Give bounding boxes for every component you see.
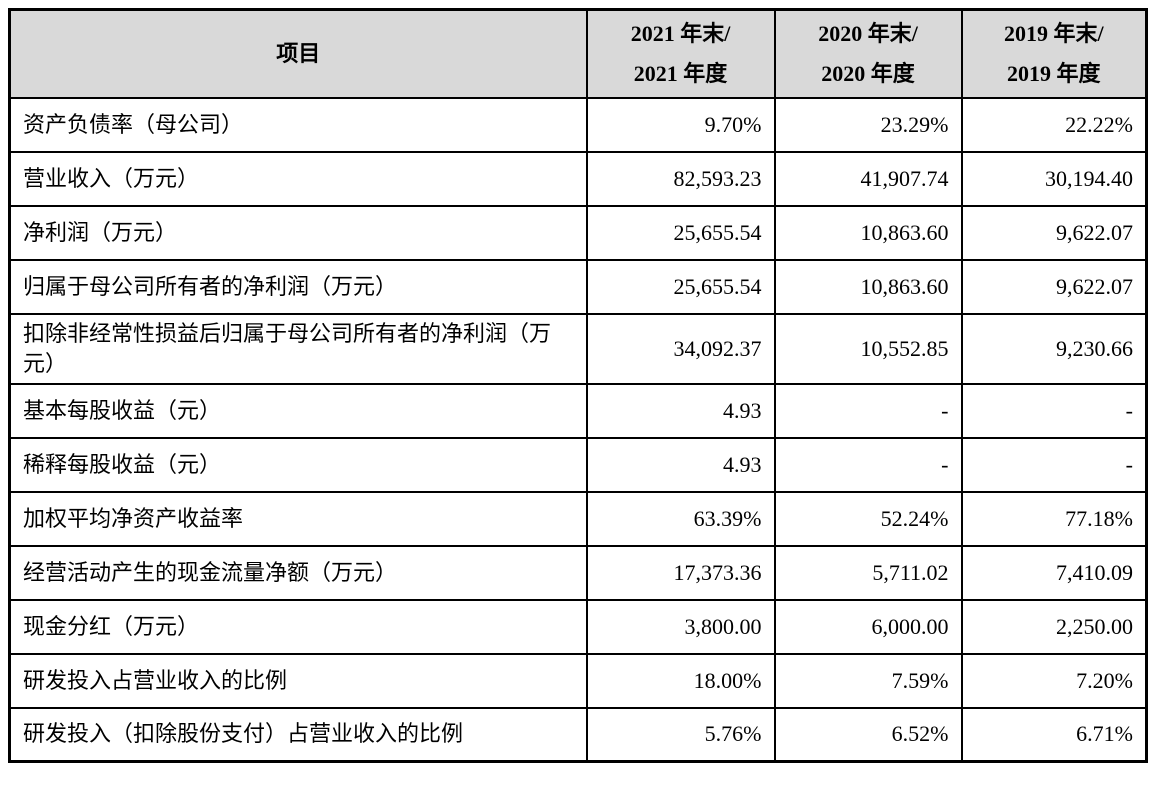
financial-summary-table: 项目 2021 年末/ 2021 年度 2020 年末/ 2020 年度 201… — [8, 8, 1148, 763]
row-value: 9,622.07 — [960, 204, 1148, 261]
header-row: 项目 2021 年末/ 2021 年度 2020 年末/ 2020 年度 201… — [8, 8, 1148, 99]
row-value: 7.20% — [960, 652, 1148, 709]
row-value: 17,373.36 — [585, 544, 776, 601]
row-label: 稀释每股收益（元） — [8, 436, 588, 493]
table-row: 基本每股收益（元） 4.93- - — [8, 382, 1148, 439]
row-value: 7,410.09 — [960, 544, 1148, 601]
row-label: 净利润（万元） — [8, 204, 588, 261]
table-row: 研发投入占营业收入的比例 18.00% 7.59% 7.20% — [8, 652, 1148, 709]
row-value: - — [960, 382, 1148, 439]
row-value: 25,655.54 — [585, 258, 776, 315]
row-label: 加权平均净资产收益率 — [8, 490, 588, 547]
row-value: - — [773, 382, 963, 439]
row-value: 10,863.60 — [773, 258, 963, 315]
period-line2: 2019 年度 — [1006, 60, 1101, 86]
row-value: 4.93 — [585, 436, 776, 493]
row-value: 3,800.00 — [585, 598, 776, 655]
row-value: 30,194.40 — [960, 150, 1148, 207]
row-label: 资产负债率（母公司） — [8, 96, 588, 153]
row-label: 归属于母公司所有者的净利润（万元） — [8, 258, 588, 315]
row-value: 10,552.85 — [773, 312, 963, 385]
row-value: 6.71% — [960, 706, 1148, 763]
row-value: 77.18% — [960, 490, 1148, 547]
row-label: 扣除非经常性损益后归属于母公司所有者的净利润（万元） — [8, 312, 588, 385]
row-value: 9,622.07 — [960, 258, 1148, 315]
period-line2: 2021 年度 — [633, 60, 728, 86]
col-header-2021: 2021 年末/ 2021 年度 — [585, 8, 776, 99]
table-row: 经营活动产生的现金流量净额（万元） 17,373.36 5,711.02 7,410.… — [8, 544, 1148, 601]
row-label: 研发投入（扣除股份支付）占营业收入的比例 — [8, 706, 588, 763]
row-value: 6,000.00 — [773, 598, 963, 655]
row-value: 34,092.37 — [585, 312, 776, 385]
row-value: 4.93 — [585, 382, 776, 439]
row-value: 9,230.66 — [960, 312, 1148, 385]
row-value: 5.76% — [585, 706, 776, 763]
row-value: 82,593.23 — [585, 150, 776, 207]
row-value: 2,250.00 — [960, 598, 1148, 655]
row-label: 营业收入（万元） — [8, 150, 588, 207]
row-value: 9.70% — [585, 96, 776, 153]
table-row: 研发投入（扣除股份支付）占营业收入的比例 5.76% 6.52% 6.71% — [8, 706, 1148, 763]
col-header-2020: 2020 年末/ 2020 年度 — [773, 8, 963, 99]
row-value: 41,907.74 — [773, 150, 963, 207]
row-value: 18.00% — [585, 652, 776, 709]
row-value: 63.39% — [585, 490, 776, 547]
row-value: 5,711.02 — [773, 544, 963, 601]
row-value: 52.24% — [773, 490, 963, 547]
col-header-item: 项目 — [8, 8, 588, 99]
row-value: - — [960, 436, 1148, 493]
row-value: 23.29% — [773, 96, 963, 153]
row-label: 基本每股收益（元） — [8, 382, 588, 439]
table-row: 归属于母公司所有者的净利润（万元） 25,655.54 10,863.60 9,622… — [8, 258, 1148, 315]
period-line2: 2020 年度 — [821, 60, 915, 86]
table-body: 资产负债率（母公司） 9.70% 23.29% 22.22% 营业收入（万元） 82,59… — [8, 96, 1148, 763]
row-value: 22.22% — [960, 96, 1148, 153]
table-row: 资产负债率（母公司） 9.70% 23.29% 22.22% — [8, 96, 1148, 153]
row-label: 现金分红（万元） — [8, 598, 588, 655]
row-value: 25,655.54 — [585, 204, 776, 261]
row-label: 研发投入占营业收入的比例 — [8, 652, 588, 709]
row-label: 经营活动产生的现金流量净额（万元） — [8, 544, 588, 601]
table-row: 加权平均净资产收益率 63.39% 52.24% 77.18% — [8, 490, 1148, 547]
period-line1: 2019 年末/ — [1003, 20, 1104, 46]
table-row: 营业收入（万元） 82,593.23 41,907.74 30,194.40 — [8, 150, 1148, 207]
table-row: 现金分红（万元） 3,800.00 6,000.00 2,250.00 — [8, 598, 1148, 655]
row-value: - — [773, 436, 963, 493]
row-value: 10,863.60 — [773, 204, 963, 261]
row-value: 6.52% — [773, 706, 963, 763]
period-line1: 2020 年末/ — [818, 20, 918, 46]
table-row: 稀释每股收益（元） 4.93- - — [8, 436, 1148, 493]
row-value: 7.59% — [773, 652, 963, 709]
table-row: 净利润（万元） 25,655.54 10,863.60 9,622.07 — [8, 204, 1148, 261]
period-line1: 2021 年末/ — [630, 20, 731, 46]
table-row: 扣除非经常性损益后归属于母公司所有者的净利润（万元） 34,092.37 10,55… — [8, 312, 1148, 385]
col-header-2019: 2019 年末/ 2019 年度 — [960, 8, 1148, 99]
